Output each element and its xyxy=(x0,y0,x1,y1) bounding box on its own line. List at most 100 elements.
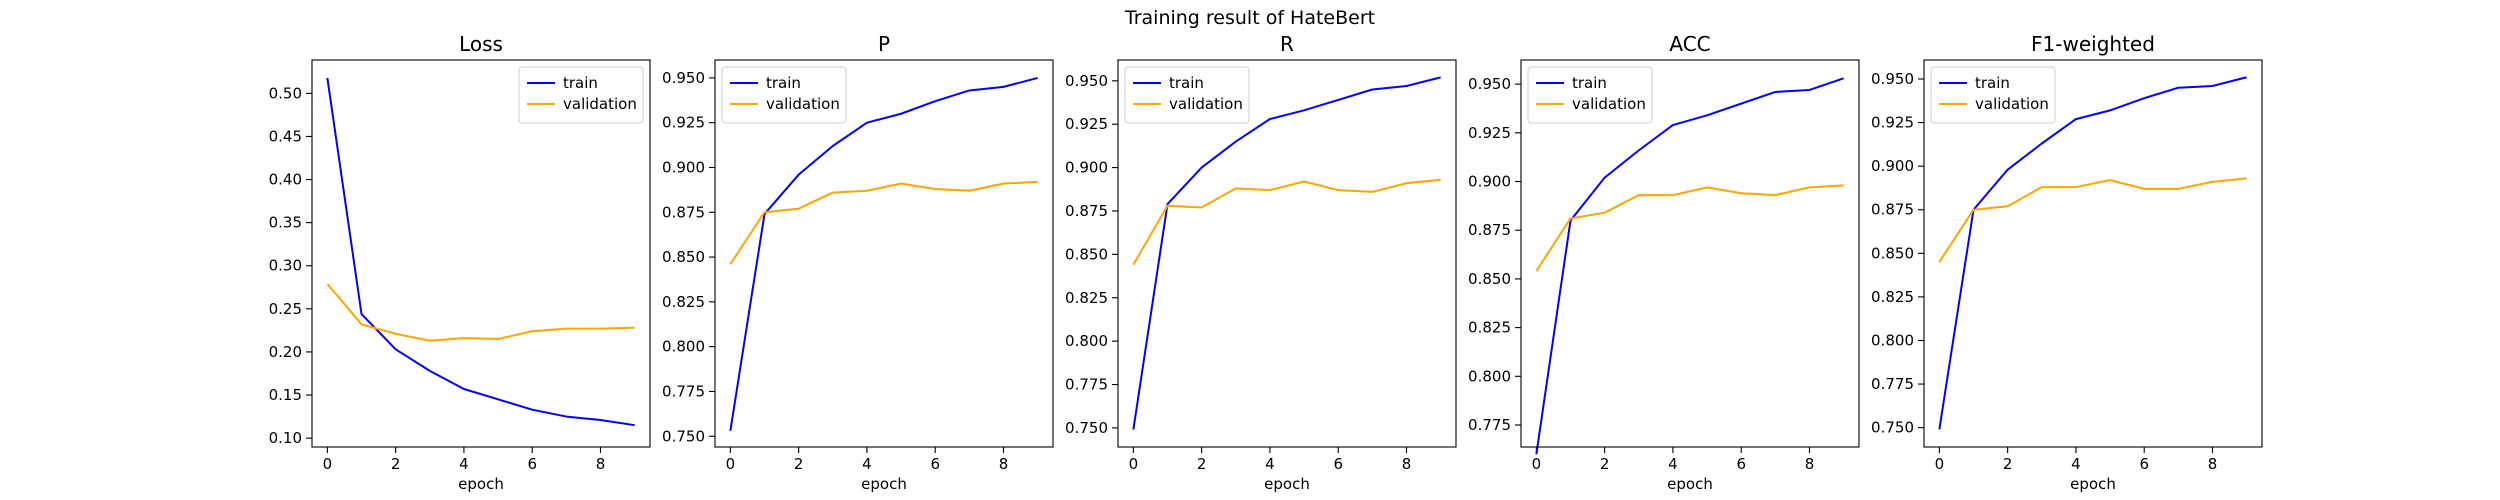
series-line-validation xyxy=(1535,184,1844,272)
series-line-validation xyxy=(326,283,635,342)
y-tick-label: 0.900 xyxy=(662,159,705,177)
x-tick-label: 8 xyxy=(1805,455,1815,473)
y-tick-label: 0.900 xyxy=(1468,173,1511,191)
legend-box xyxy=(1930,66,2056,124)
x-tick-label: 0 xyxy=(1532,455,1542,473)
y-tick-label: 0.775 xyxy=(1065,376,1108,394)
x-tick-label: 4 xyxy=(1668,455,1678,473)
y-tick-label: 0.10 xyxy=(269,429,302,447)
y-tick-label: 0.900 xyxy=(1065,159,1108,177)
y-tick-label: 0.750 xyxy=(1065,419,1108,437)
x-tick-label: 6 xyxy=(527,455,537,473)
y-tick-label: 0.950 xyxy=(1065,72,1108,90)
y-tick-label: 0.875 xyxy=(1065,202,1108,220)
y-tick-label: 0.925 xyxy=(1065,115,1108,133)
x-tick-label: 8 xyxy=(596,455,606,473)
axes-frame xyxy=(1520,59,1860,448)
chart-panel-4: F1-weighted 0.750 0.775 0.800 0.825 0.850 0.87… xyxy=(1871,32,2263,493)
axes-frame xyxy=(311,59,651,448)
series-line-train xyxy=(326,77,635,427)
x-axis-label: epoch xyxy=(861,475,907,493)
legend-label-validation: validation xyxy=(766,95,840,113)
legend-label-validation: validation xyxy=(563,95,637,113)
x-tick-label: 8 xyxy=(999,455,1009,473)
legend-label-train: train xyxy=(563,74,598,92)
series-line-validation xyxy=(1132,178,1441,266)
series-line-train xyxy=(729,76,1038,432)
x-tick-label: 2 xyxy=(2003,455,2013,473)
y-tick-label: 0.800 xyxy=(662,338,705,356)
x-tick-label: 0 xyxy=(323,455,333,473)
x-tick-label: 2 xyxy=(391,455,401,473)
y-tick-label: 0.20 xyxy=(269,343,302,361)
x-tick-label: 4 xyxy=(1265,455,1275,473)
panel-title: Loss xyxy=(459,32,503,56)
legend-label-validation: validation xyxy=(1975,95,2049,113)
y-tick-label: 0.800 xyxy=(1468,367,1511,385)
x-axis-label: epoch xyxy=(458,475,504,493)
y-tick-label: 0.40 xyxy=(269,171,302,189)
x-tick-label: 4 xyxy=(459,455,469,473)
y-tick-label: 0.35 xyxy=(269,214,302,232)
x-tick-label: 8 xyxy=(1402,455,1412,473)
x-tick-label: 4 xyxy=(2071,455,2081,473)
legend-label-train: train xyxy=(1975,74,2010,92)
x-tick-label: 0 xyxy=(726,455,736,473)
panel-title: ACC xyxy=(1669,32,1710,56)
y-tick-label: 0.950 xyxy=(1468,75,1511,93)
legend-label-train: train xyxy=(1169,74,1204,92)
legend-box xyxy=(1124,66,1250,124)
legend-box xyxy=(1527,66,1653,124)
legend-label-train: train xyxy=(766,74,801,92)
panel-title: F1-weighted xyxy=(2031,32,2155,56)
y-tick-label: 0.925 xyxy=(662,114,705,132)
series-line-train xyxy=(1132,76,1441,430)
x-tick-label: 2 xyxy=(1197,455,1207,473)
chart-panel-1: P 0.750 0.775 0.800 0.825 0.850 0.875 0.900 0.92… xyxy=(662,32,1054,493)
panel-title: P xyxy=(878,32,890,56)
y-tick-label: 0.925 xyxy=(1871,114,1914,132)
legend-box xyxy=(721,66,847,124)
y-tick-label: 0.875 xyxy=(1871,201,1914,219)
series-line-train xyxy=(1938,76,2247,430)
y-tick-label: 0.825 xyxy=(1468,319,1511,337)
y-tick-label: 0.950 xyxy=(662,69,705,87)
y-tick-label: 0.800 xyxy=(1871,331,1914,349)
axes-frame xyxy=(1923,59,2263,448)
y-tick-label: 0.850 xyxy=(1871,244,1914,262)
x-tick-label: 2 xyxy=(794,455,804,473)
x-tick-label: 0 xyxy=(1129,455,1139,473)
panels-container: Loss 0.10 0.15 0.20 0.25 0.30 0.35 0.40 0.45 0.50… xyxy=(269,32,2263,493)
y-tick-label: 0.850 xyxy=(1468,270,1511,288)
panel-title: R xyxy=(1280,32,1294,56)
axes-frame xyxy=(1117,59,1457,448)
legend-label-validation: validation xyxy=(1169,95,1243,113)
series-line-validation xyxy=(729,180,1038,265)
y-tick-label: 0.825 xyxy=(662,293,705,311)
y-tick-label: 0.950 xyxy=(1871,70,1914,88)
series-line-validation xyxy=(1938,177,2247,263)
x-axis-label: epoch xyxy=(1264,475,1310,493)
y-tick-label: 0.775 xyxy=(1468,416,1511,434)
chart-panel-3: ACC 0.775 0.800 0.825 0.850 0.875 0.900 0.925 0.… xyxy=(1468,32,1860,493)
chart-panel-0: Loss 0.10 0.15 0.20 0.25 0.30 0.35 0.40 0.45 0.50… xyxy=(269,32,651,493)
y-tick-label: 0.875 xyxy=(1468,221,1511,239)
x-axis-label: epoch xyxy=(1667,475,1713,493)
x-tick-label: 6 xyxy=(1736,455,1746,473)
y-tick-label: 0.25 xyxy=(269,300,302,318)
axes-frame xyxy=(714,59,1054,448)
y-tick-label: 0.15 xyxy=(269,386,302,404)
x-tick-label: 0 xyxy=(1935,455,1945,473)
y-tick-label: 0.825 xyxy=(1065,289,1108,307)
chart-panel-2: R 0.750 0.775 0.800 0.825 0.850 0.875 0.900 0.92… xyxy=(1065,32,1457,493)
y-tick-label: 0.800 xyxy=(1065,332,1108,350)
series-line-train xyxy=(1535,77,1844,455)
y-tick-label: 0.750 xyxy=(1871,419,1914,437)
y-tick-label: 0.45 xyxy=(269,127,302,145)
figure-suptitle: Training result of HateBert xyxy=(1124,7,1375,29)
x-tick-label: 2 xyxy=(1600,455,1610,473)
y-tick-label: 0.775 xyxy=(662,382,705,400)
y-tick-label: 0.925 xyxy=(1468,124,1511,142)
